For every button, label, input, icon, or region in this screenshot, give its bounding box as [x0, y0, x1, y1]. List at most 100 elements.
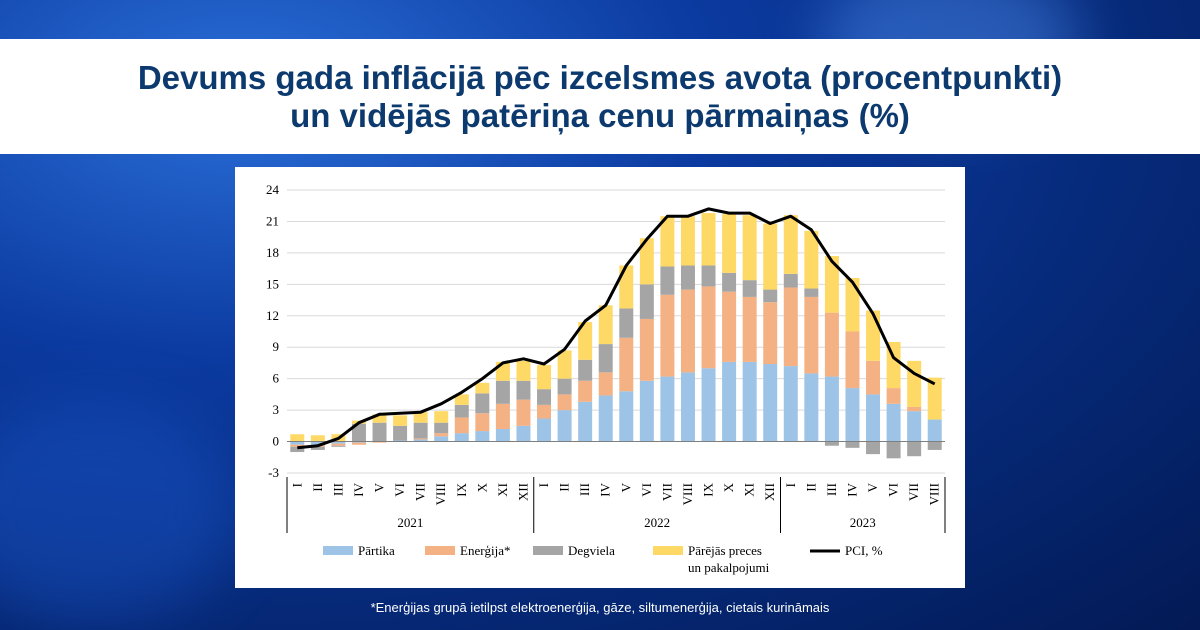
- bar-segment-2: [701, 286, 716, 369]
- y-tick-label: 21: [266, 213, 279, 228]
- x-tick-label: I: [783, 483, 798, 487]
- legend-swatch: [323, 546, 353, 555]
- bar-segment-2: [454, 417, 469, 434]
- bar-segment-3: [619, 308, 634, 338]
- bar-segment-2: [598, 372, 613, 396]
- x-tick-label: III: [330, 483, 345, 496]
- bar-segment-1: [804, 373, 819, 442]
- x-tick-label: V: [372, 482, 387, 492]
- legend-swatch: [533, 546, 563, 555]
- bar-segment-1: [722, 361, 737, 442]
- bar-segment-1: [475, 431, 490, 442]
- bar-segment-1: [886, 403, 901, 442]
- x-tick-label: X: [474, 482, 489, 492]
- x-tick-label: IV: [598, 482, 613, 496]
- bar-segment-4: [578, 322, 593, 360]
- y-tick-label: 15: [266, 276, 279, 291]
- chart-panel: -3 0 3 6 9 12 15 18 21 24 I II III IV V VI VII VIII IX X XI…: [235, 167, 965, 588]
- bar-segment-3: [845, 441, 860, 448]
- legend-label: Enerģija*: [460, 543, 511, 558]
- bar-segment-2: [886, 388, 901, 404]
- x-tick-label: XII: [515, 483, 530, 501]
- bar-segment-1: [783, 366, 798, 442]
- x-tick-label: VIII: [680, 483, 695, 505]
- bar-segment-3: [393, 425, 408, 441]
- bar-segment-3: [680, 265, 695, 290]
- bar-segment-3: [927, 441, 942, 450]
- bar-segment-2: [783, 287, 798, 367]
- bar-segment-3: [331, 445, 346, 447]
- bar-segment-3: [886, 441, 901, 459]
- legend-label: Degviela: [568, 543, 615, 558]
- bar-segment-1: [393, 440, 408, 442]
- footnote: *Enerģijas grupā ietilpst elektroenerģij…: [370, 600, 830, 615]
- x-tick-label: IV: [844, 482, 859, 496]
- bar-segment-2: [578, 380, 593, 402]
- bar-segment-1: [598, 395, 613, 442]
- bar-segment-3: [742, 280, 757, 297]
- background-glow: [0, 400, 240, 620]
- bar-segment-3: [557, 378, 572, 395]
- bar-segment-4: [310, 435, 325, 442]
- x-tick-label: IV: [351, 482, 366, 496]
- bar-segment-4: [783, 215, 798, 274]
- bar-segment-4: [722, 214, 737, 273]
- bar-segment-1: [907, 411, 922, 442]
- bar-segment-3: [639, 284, 654, 319]
- bar-segment-4: [804, 230, 819, 289]
- legend-label: PCI, %: [845, 543, 883, 558]
- x-tick-label: VIII: [433, 483, 448, 505]
- year-label: 2021: [397, 515, 423, 530]
- bar-segment-4: [372, 414, 387, 423]
- bar-segment-2: [290, 444, 305, 447]
- bar-segment-2: [619, 337, 634, 392]
- x-tick-label: IX: [454, 482, 469, 496]
- x-tick-label: XI: [742, 483, 757, 497]
- y-tick-label: 24: [266, 182, 280, 197]
- bar-segment-1: [866, 394, 881, 442]
- x-tick-label: II: [310, 483, 325, 492]
- bar-segment-4: [619, 265, 634, 309]
- bar-segment-1: [434, 436, 449, 442]
- bar-segment-1: [742, 361, 757, 442]
- legend-swatch: [425, 546, 455, 555]
- y-tick-label: 9: [273, 339, 280, 354]
- x-tick-label: VIII: [927, 483, 942, 505]
- x-tick-label: III: [577, 483, 592, 496]
- bar-segment-3: [783, 273, 798, 288]
- bar-segment-3: [722, 272, 737, 292]
- bar-segment-3: [290, 446, 305, 453]
- bar-segment-1: [824, 376, 839, 442]
- bar-segment-2: [372, 441, 387, 443]
- x-tick-label: VII: [659, 483, 674, 501]
- bar-segment-1: [413, 439, 428, 442]
- bar-segment-2: [804, 296, 819, 374]
- bar-segment-4: [290, 434, 305, 442]
- x-tick-label: VI: [639, 483, 654, 497]
- page-title-line-2: un vidējās patēriņa cenu pārmaiņas (%): [290, 96, 910, 134]
- bar-segment-3: [578, 359, 593, 381]
- bar-segment-3: [824, 441, 839, 446]
- legend: Pārtika Enerģija* Degviela Pārējās preces un…: [323, 543, 883, 575]
- bar-segment-1: [927, 419, 942, 442]
- bar-segment-3: [866, 441, 881, 455]
- bar-segment-3: [660, 266, 675, 295]
- bar-segment-2: [516, 399, 531, 426]
- bar-segment-1: [578, 401, 593, 442]
- bar-segment-2: [537, 404, 552, 419]
- bar-segment-2: [413, 438, 428, 440]
- bar-segment-2: [639, 318, 654, 381]
- bar-segment-2: [680, 289, 695, 373]
- bar-segment-4: [598, 305, 613, 345]
- y-tick-label: 0: [273, 434, 280, 449]
- legend-label-line-2: un pakalpojumi: [688, 560, 770, 575]
- bar-segment-2: [495, 403, 510, 429]
- bar-segment-3: [763, 289, 778, 303]
- y-tick-label: -3: [268, 465, 279, 480]
- year-label: 2023: [850, 515, 876, 530]
- bar-segment-3: [310, 446, 325, 450]
- bar-segment-1: [680, 372, 695, 442]
- bar-segment-3: [804, 288, 819, 297]
- x-axis: I II III IV V VI VII VIII IX X XI XII I II III IV V VI VII…: [286, 477, 946, 533]
